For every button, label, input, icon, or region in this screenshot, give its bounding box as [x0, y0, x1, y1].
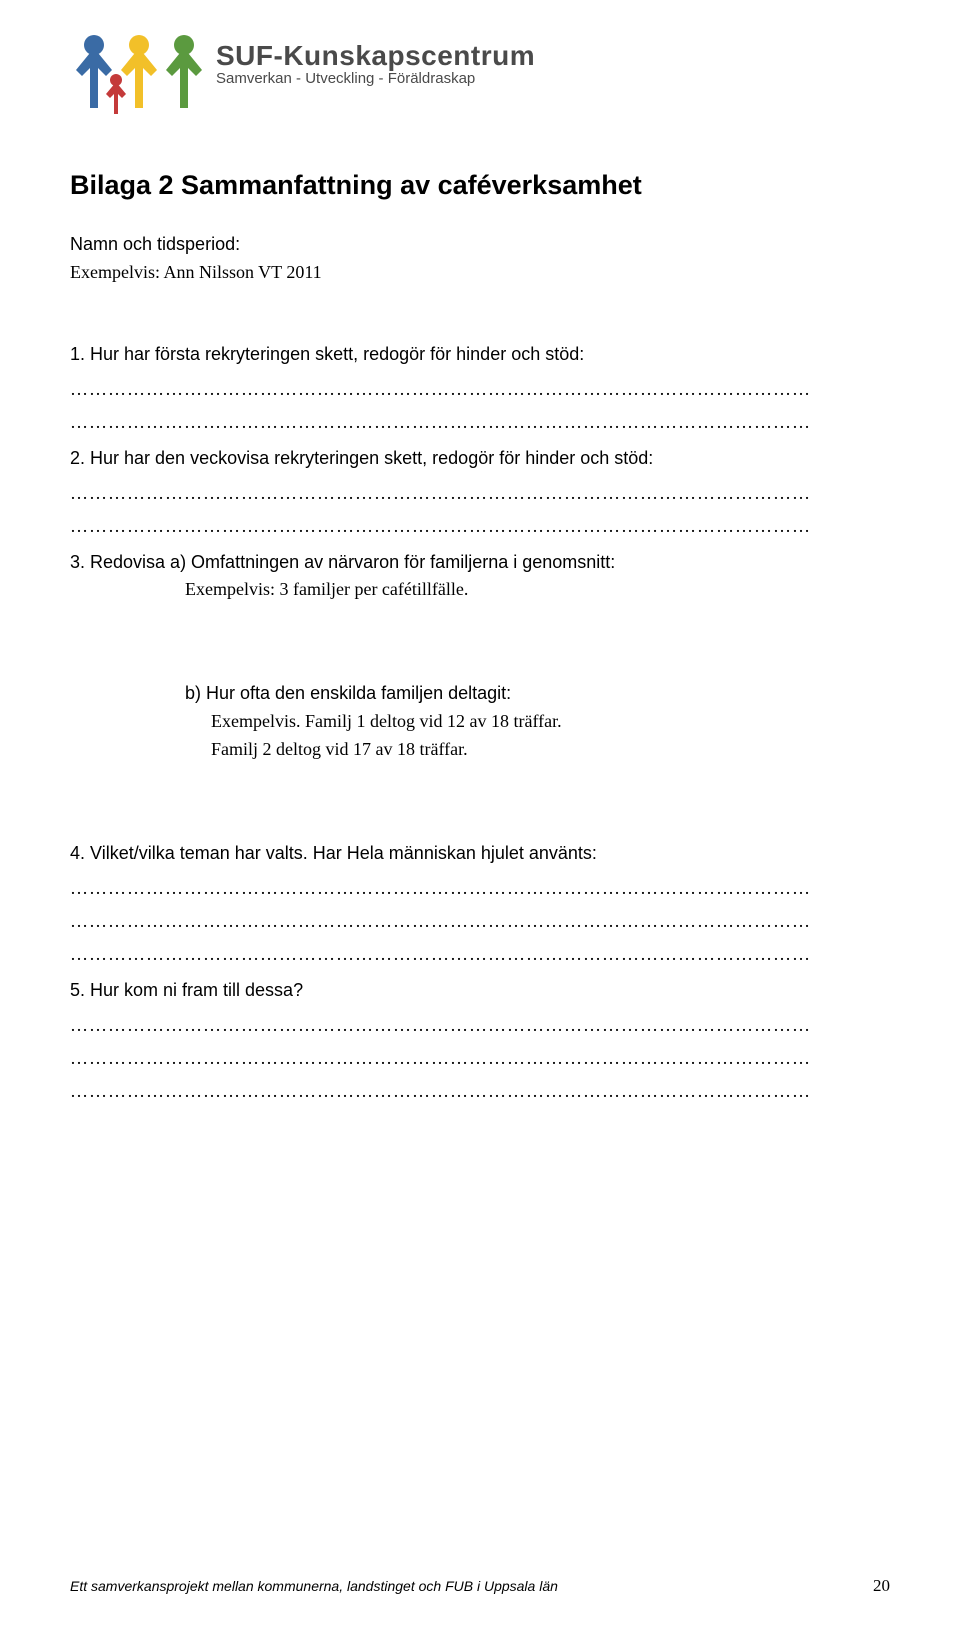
answer-line: ………………………………………………………………………………………………………: [70, 911, 890, 932]
question-3b: b) Hur ofta den enskilda familjen deltag…: [185, 680, 890, 764]
answer-line: ………………………………………………………………………………………………………: [70, 944, 890, 965]
answer-line: ………………………………………………………………………………………………………: [70, 1048, 890, 1069]
answer-line: ………………………………………………………………………………………………………: [70, 412, 890, 433]
q3b-ex2: Familj 2 deltog vid 17 av 18 träffar.: [211, 736, 468, 764]
question-3: 3. Redovisa a) Omfattningen av närvaron …: [70, 549, 890, 605]
footer-page-number: 20: [873, 1576, 890, 1596]
answer-line: ………………………………………………………………………………………………………: [70, 1081, 890, 1102]
logo-subtitle: Samverkan - Utveckling - Föräldraskap: [216, 70, 535, 87]
question-1: 1. Hur har första rekryteringen skett, r…: [70, 341, 890, 369]
intro-block: Namn och tidsperiod: Exempelvis: Ann Nil…: [70, 231, 890, 287]
answer-line: ………………………………………………………………………………………………………: [70, 878, 890, 899]
answer-line: ………………………………………………………………………………………………………: [70, 1015, 890, 1036]
question-2: 2. Hur har den veckovisa rekryteringen s…: [70, 445, 890, 473]
q3-lead: 3. Redovisa a) Omfattningen av närvaron …: [70, 552, 615, 572]
intro-line1: Namn och tidsperiod:: [70, 234, 240, 254]
logo-title: SUF-Kunskapscentrum: [216, 40, 535, 72]
answer-line: ………………………………………………………………………………………………………: [70, 379, 890, 400]
intro-line2: Exempelvis: Ann Nilsson VT 2011: [70, 262, 322, 282]
page-title: Bilaga 2 Sammanfattning av caféverksamhe…: [70, 170, 890, 201]
logo-text-block: SUF-Kunskapscentrum Samverkan - Utveckli…: [216, 40, 535, 87]
q3-example: Exempelvis: 3 familjer per cafétillfälle…: [185, 576, 468, 604]
q3b-lead: b) Hur ofta den enskilda familjen deltag…: [185, 683, 511, 703]
question-5: 5. Hur kom ni fram till dessa?: [70, 977, 890, 1005]
people-figures-icon: [70, 30, 208, 120]
answer-line: ………………………………………………………………………………………………………: [70, 483, 890, 504]
q3b-ex1: Exempelvis. Familj 1 deltog vid 12 av 18…: [211, 708, 562, 736]
question-4: 4. Vilket/vilka teman har valts. Har Hel…: [70, 840, 890, 868]
document-page: SUF-Kunskapscentrum Samverkan - Utveckli…: [0, 0, 960, 1632]
footer-text: Ett samverkansprojekt mellan kommunerna,…: [70, 1578, 558, 1594]
logo-header: SUF-Kunskapscentrum Samverkan - Utveckli…: [70, 30, 890, 120]
page-footer: Ett samverkansprojekt mellan kommunerna,…: [0, 1576, 960, 1596]
answer-line: ………………………………………………………………………………………………………: [70, 516, 890, 537]
